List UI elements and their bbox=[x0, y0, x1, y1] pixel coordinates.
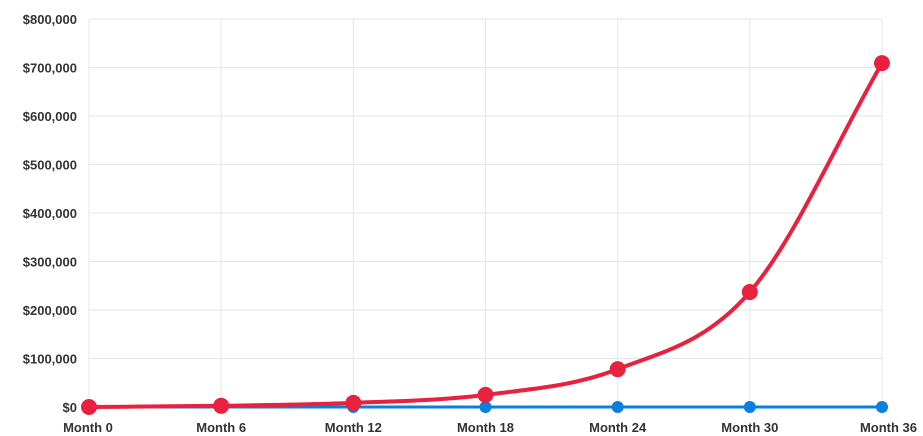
series-0 bbox=[81, 55, 890, 415]
data-point[interactable] bbox=[741, 284, 758, 301]
x-tick-label: Month 12 bbox=[325, 420, 382, 435]
data-point[interactable] bbox=[874, 55, 890, 72]
y-tick-label: $200,000 bbox=[23, 303, 77, 318]
y-tick-label: $500,000 bbox=[23, 158, 77, 173]
y-tick-label: $600,000 bbox=[23, 109, 77, 124]
y-tick-label: $400,000 bbox=[23, 206, 77, 221]
x-axis-tick-labels: Month 0 Month 6 Month 12 Month 18 Month 24 Mo… bbox=[63, 420, 917, 435]
x-tick-label: Month 0 bbox=[63, 420, 113, 435]
data-point[interactable] bbox=[81, 399, 97, 415]
series-layer bbox=[81, 55, 890, 415]
y-tick-label: $300,000 bbox=[23, 255, 77, 270]
x-tick-label: Month 18 bbox=[457, 420, 514, 435]
data-point[interactable] bbox=[611, 401, 624, 413]
y-tick-label: $800,000 bbox=[23, 12, 77, 27]
y-tick-label: $0 bbox=[63, 400, 77, 415]
y-axis-tick-labels: $0 $100,000 $200,000 $300,000 $400,000 $500,0… bbox=[23, 12, 77, 415]
y-tick-label: $700,000 bbox=[23, 61, 77, 76]
x-tick-label: Month 36 bbox=[860, 420, 917, 435]
grid-layer bbox=[88, 18, 883, 408]
data-point[interactable] bbox=[479, 401, 492, 413]
data-point[interactable] bbox=[609, 361, 626, 378]
x-tick-label: Month 30 bbox=[721, 420, 778, 435]
data-point[interactable] bbox=[345, 394, 362, 411]
data-point[interactable] bbox=[743, 401, 756, 413]
x-tick-label: Month 24 bbox=[589, 420, 647, 435]
data-point[interactable] bbox=[876, 401, 888, 413]
data-point[interactable] bbox=[477, 386, 494, 403]
data-point[interactable] bbox=[213, 397, 230, 414]
x-tick-label: Month 6 bbox=[196, 420, 246, 435]
y-tick-label: $100,000 bbox=[23, 352, 77, 367]
